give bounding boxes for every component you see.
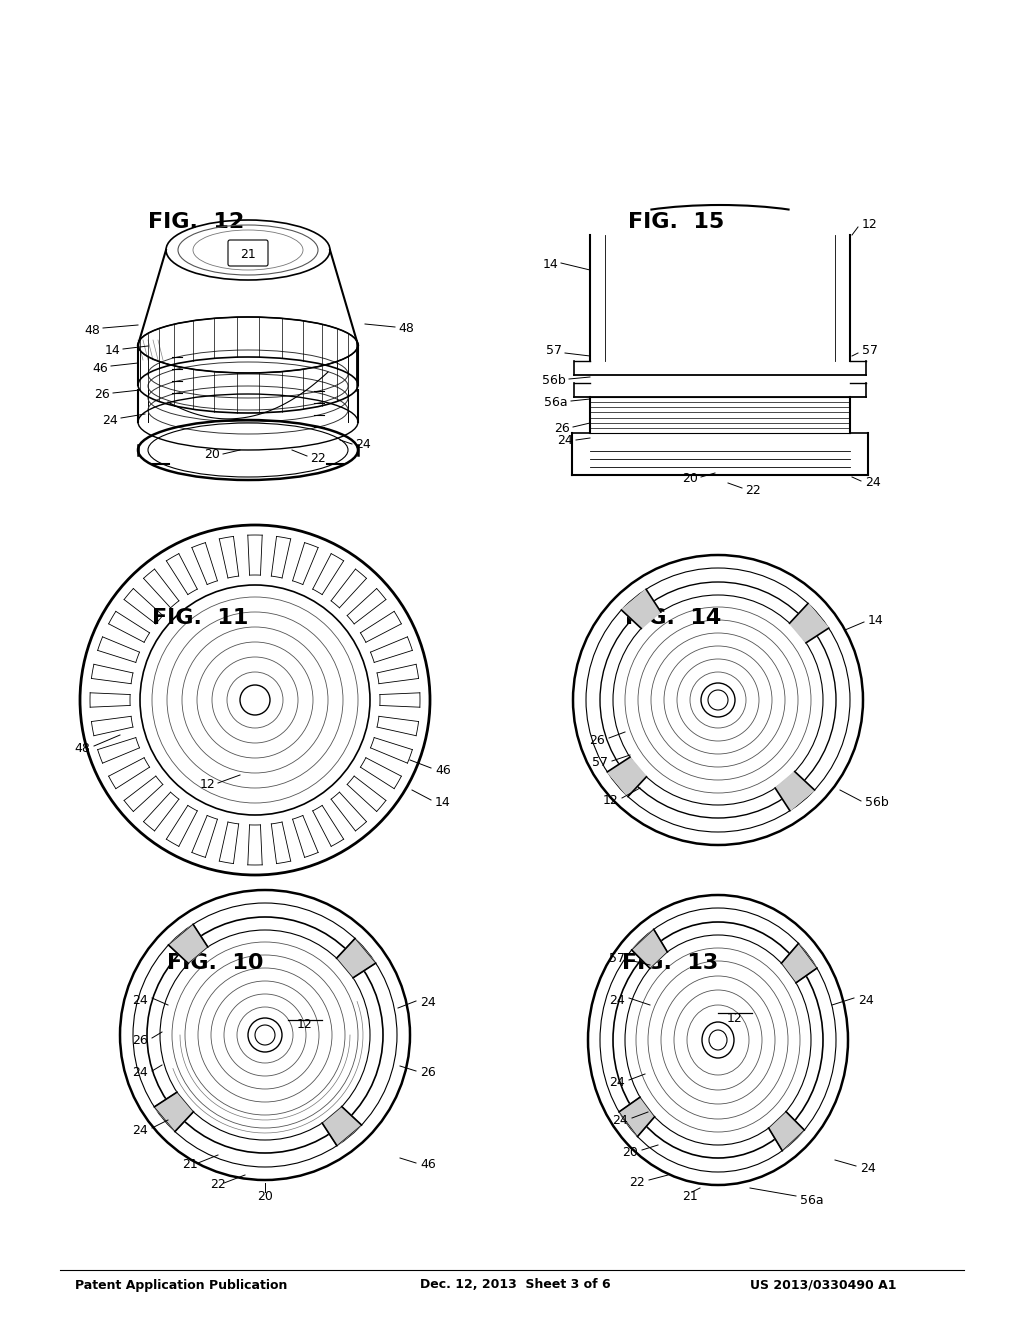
Text: 14: 14 (543, 259, 558, 272)
Text: 20: 20 (682, 473, 698, 486)
Text: 12: 12 (200, 779, 215, 792)
Text: 24: 24 (355, 438, 371, 451)
Text: 20: 20 (204, 449, 220, 462)
Polygon shape (781, 944, 817, 983)
Text: 24: 24 (612, 1114, 628, 1126)
Text: 26: 26 (589, 734, 605, 747)
Text: Patent Application Publication: Patent Application Publication (75, 1279, 288, 1291)
Text: FIG.  10: FIG. 10 (167, 953, 263, 973)
Text: 24: 24 (557, 434, 573, 447)
Text: 12: 12 (862, 219, 878, 231)
Text: Dec. 12, 2013  Sheet 3 of 6: Dec. 12, 2013 Sheet 3 of 6 (420, 1279, 610, 1291)
Text: 48: 48 (84, 323, 100, 337)
Text: 57: 57 (862, 345, 878, 358)
Polygon shape (337, 939, 376, 978)
Text: 56b: 56b (543, 374, 566, 387)
Text: 57: 57 (609, 952, 625, 965)
Text: 21: 21 (240, 248, 256, 261)
Text: 57: 57 (546, 345, 562, 358)
Text: 26: 26 (554, 421, 570, 434)
Text: 14: 14 (104, 343, 120, 356)
Polygon shape (790, 603, 828, 643)
Text: 24: 24 (132, 1067, 148, 1080)
Text: US 2013/0330490 A1: US 2013/0330490 A1 (750, 1279, 896, 1291)
Text: 12: 12 (727, 1011, 742, 1024)
Polygon shape (632, 929, 668, 969)
Text: 24: 24 (132, 1123, 148, 1137)
Text: 26: 26 (132, 1034, 148, 1047)
Text: 24: 24 (865, 477, 881, 490)
Polygon shape (775, 772, 814, 810)
Text: FIG.  12: FIG. 12 (148, 213, 245, 232)
Text: 48: 48 (398, 322, 414, 334)
Text: 20: 20 (623, 1146, 638, 1159)
Polygon shape (622, 589, 660, 628)
Polygon shape (620, 1097, 654, 1137)
Text: FIG.  15: FIG. 15 (628, 213, 724, 232)
Text: 46: 46 (420, 1159, 436, 1172)
Text: FIG.  14: FIG. 14 (625, 609, 721, 628)
Text: 24: 24 (609, 994, 625, 1006)
Text: 26: 26 (420, 1067, 436, 1080)
Text: 24: 24 (860, 1162, 876, 1175)
Text: 22: 22 (210, 1179, 226, 1192)
Text: 24: 24 (102, 413, 118, 426)
Text: 21: 21 (182, 1159, 198, 1172)
Text: 14: 14 (435, 796, 451, 808)
Text: 24: 24 (858, 994, 873, 1006)
Text: 20: 20 (257, 1191, 273, 1204)
Text: 22: 22 (630, 1176, 645, 1188)
Text: 24: 24 (609, 1076, 625, 1089)
Text: 12: 12 (602, 793, 618, 807)
Text: 56a: 56a (800, 1193, 823, 1206)
Polygon shape (769, 1111, 804, 1151)
Polygon shape (323, 1106, 361, 1146)
Text: 14: 14 (868, 614, 884, 627)
Text: 56b: 56b (865, 796, 889, 809)
Polygon shape (607, 758, 646, 796)
Text: FIG.  11: FIG. 11 (152, 609, 249, 628)
Text: 26: 26 (94, 388, 110, 401)
Text: 24: 24 (132, 994, 148, 1006)
Text: 22: 22 (310, 451, 326, 465)
Polygon shape (169, 924, 208, 964)
Text: 12: 12 (297, 1019, 313, 1031)
Text: 48: 48 (74, 742, 90, 755)
Polygon shape (155, 1092, 194, 1131)
Text: 21: 21 (682, 1191, 698, 1204)
Text: 22: 22 (745, 483, 761, 496)
Text: 56a: 56a (545, 396, 568, 408)
Text: 46: 46 (435, 763, 451, 776)
Text: 24: 24 (420, 997, 436, 1010)
Text: 46: 46 (92, 362, 108, 375)
Text: 57: 57 (592, 756, 608, 770)
Text: FIG.  13: FIG. 13 (622, 953, 718, 973)
